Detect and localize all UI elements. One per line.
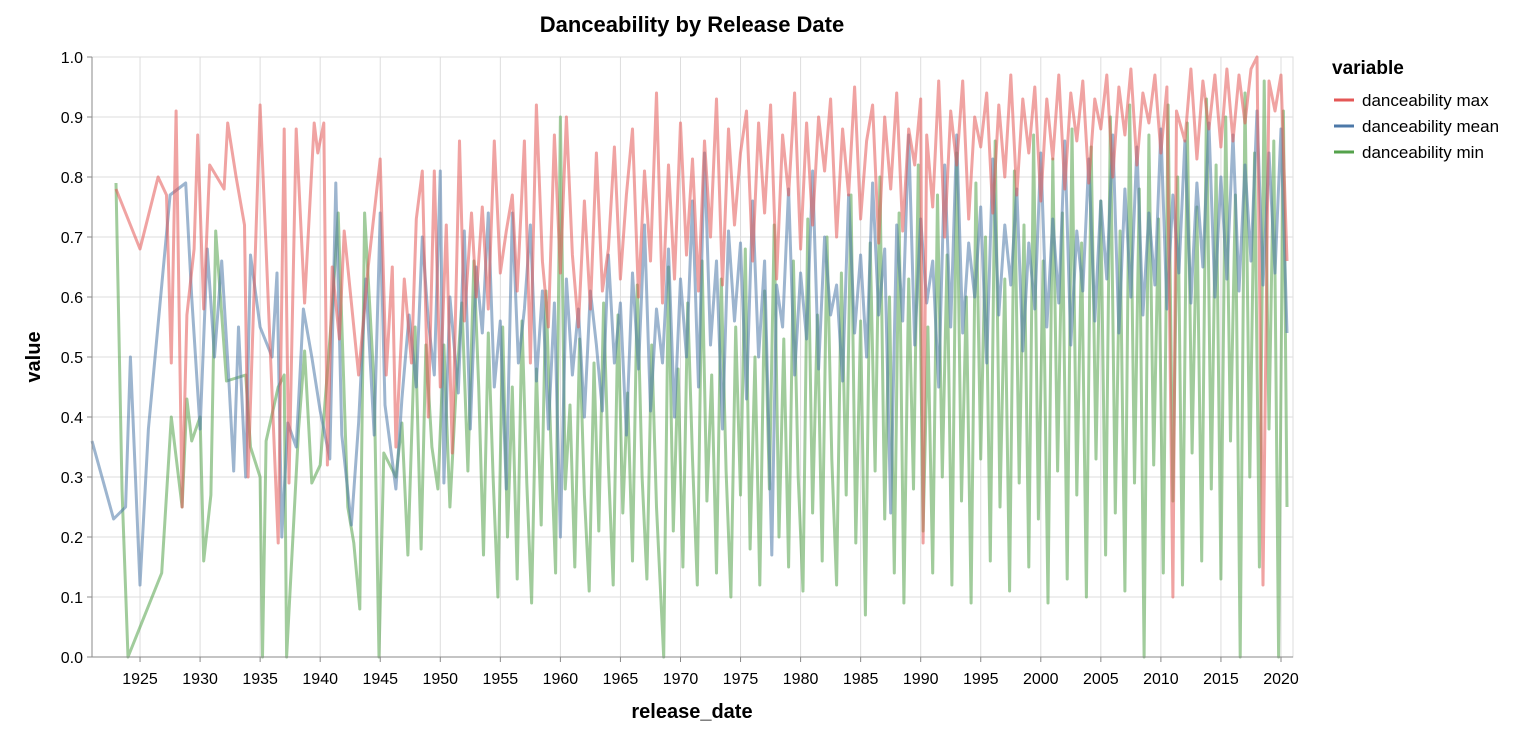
series-line-danceability-max [114,55,1289,599]
x-tick-label: 1980 [783,671,819,688]
legend-label: danceability max [1362,91,1489,110]
series-line-danceability-mean [90,109,1289,587]
y-tick-label: 0.7 [61,230,83,247]
x-tick-label: 2005 [1083,671,1119,688]
x-axis-title: release_date [631,701,752,723]
x-tick-label: 1955 [483,671,519,688]
y-tick-label: 0.1 [61,590,83,607]
y-tick-label: 0.0 [61,650,83,667]
x-tick-label: 1970 [663,671,699,688]
y-tick-label: 0.4 [61,410,83,427]
x-tick-label: 1925 [122,671,158,688]
legend-label: danceability mean [1362,117,1499,136]
x-tick-label: 1975 [723,671,759,688]
legend: variable danceability max danceability me… [1332,58,1499,162]
y-tick-label: 0.3 [61,470,83,487]
x-tick-label: 1935 [242,671,278,688]
x-tick-label: 1960 [543,671,579,688]
x-tick-label: 1940 [302,671,338,688]
axes: 0.0 0.1 0.2 0.3 0.4 0.5 0.6 0.7 0.8 0.9 1.0 1925 193… [61,50,1299,688]
y-tick-label: 0.5 [61,350,83,367]
legend-title: variable [1332,58,1404,79]
x-tick-label: 1995 [963,671,999,688]
x-tick-label: 2000 [1023,671,1059,688]
y-tick-label: 1.0 [61,50,83,67]
y-tick-label: 0.9 [61,110,83,127]
series-lines [90,55,1289,659]
legend-label: danceability min [1362,143,1484,162]
y-axis-title: value [23,331,45,382]
x-tick-label: 1930 [182,671,218,688]
x-tick-label: 2020 [1263,671,1299,688]
y-tick-label: 0.8 [61,170,83,187]
chart-title: Danceability by Release Date [540,12,844,37]
x-tick-label: 1990 [903,671,939,688]
y-tick-label: 0.6 [61,290,83,307]
x-tick-label: 2015 [1203,671,1239,688]
x-tick-label: 1950 [422,671,458,688]
x-tick-label: 1945 [362,671,398,688]
y-tick-label: 0.2 [61,530,83,547]
x-tick-label: 1985 [843,671,879,688]
x-tick-label: 1965 [603,671,639,688]
x-tick-label: 2010 [1143,671,1179,688]
